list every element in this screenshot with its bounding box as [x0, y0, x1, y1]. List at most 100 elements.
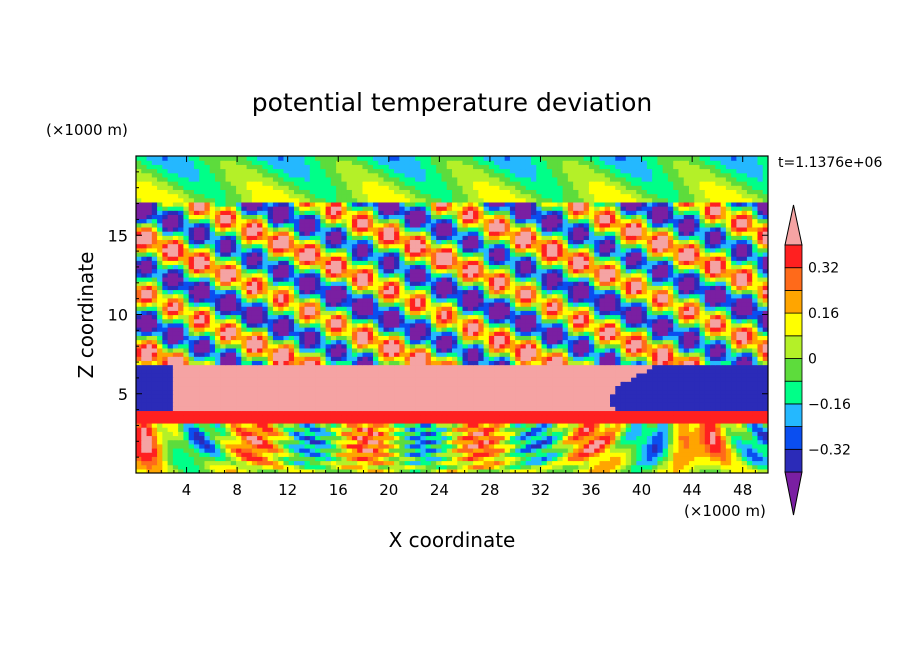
field-cell: [594, 427, 601, 432]
field-cell: [178, 343, 184, 349]
field-cell: [172, 431, 179, 437]
field-cell: [378, 352, 385, 357]
field-cell: [673, 406, 680, 412]
field-cell: [562, 343, 569, 349]
field-cell: [436, 301, 443, 307]
field-cell: [541, 360, 548, 366]
field-cell: [746, 427, 753, 432]
field-cell: [278, 389, 285, 395]
field-cell: [657, 310, 664, 316]
field-cell: [725, 310, 732, 316]
field-cell: [467, 372, 474, 378]
field-cell: [625, 335, 632, 341]
field-cell: [720, 352, 727, 357]
field-cell: [136, 335, 142, 341]
field-cell: [351, 343, 358, 349]
field-cell: [588, 397, 595, 403]
field-cell: [567, 418, 574, 424]
field-cell: [604, 406, 611, 412]
field-cell: [193, 343, 200, 349]
field-cell: [378, 372, 385, 378]
field-cell: [504, 343, 511, 349]
field-cell: [689, 402, 695, 407]
field-cell: [299, 464, 306, 470]
field-cell: [715, 397, 722, 403]
field-cell: [631, 364, 637, 370]
field-cell: [725, 339, 732, 345]
field-cell: [294, 372, 300, 378]
field-cell: [420, 418, 427, 424]
field-cell: [646, 356, 653, 361]
field-cell: [430, 297, 437, 303]
field-cell: [415, 439, 421, 445]
field-cell: [757, 372, 764, 378]
field-cell: [504, 372, 511, 378]
field-cell: [657, 356, 664, 361]
field-cell: [599, 339, 606, 345]
field-cell: [462, 406, 469, 412]
field-cell: [620, 310, 627, 316]
field-cell: [151, 301, 158, 307]
field-cell: [172, 443, 179, 449]
field-cell: [225, 310, 232, 316]
field-cell: [752, 443, 759, 449]
field-cell: [362, 422, 369, 428]
field-cell: [662, 356, 669, 361]
field-cell: [583, 422, 590, 428]
field-cell: [288, 452, 295, 457]
field-cell: [452, 431, 458, 437]
field-cell: [367, 431, 374, 437]
field-cell: [304, 389, 311, 395]
field-cell: [762, 314, 768, 320]
field-cell: [752, 356, 759, 361]
field-cell: [341, 464, 348, 470]
field-cell: [446, 352, 453, 357]
field-cell: [436, 368, 443, 374]
field-cell: [346, 447, 353, 453]
field-cell: [415, 360, 421, 366]
field-cell: [683, 431, 690, 437]
field-cell: [588, 406, 595, 412]
field-cell: [736, 339, 743, 345]
field-cell: [325, 318, 332, 324]
field-cell: [415, 414, 421, 420]
field-cell: [599, 372, 606, 378]
field-cell: [467, 447, 474, 453]
field-cell: [151, 377, 158, 382]
field-cell: [599, 402, 606, 407]
field-cell: [683, 389, 690, 395]
field-cell: [667, 301, 674, 307]
field-cell: [288, 364, 295, 370]
field-cell: [652, 410, 658, 416]
field-cell: [394, 431, 400, 437]
field-cell: [367, 310, 374, 316]
field-cell: [546, 414, 553, 420]
field-cell: [641, 431, 648, 437]
field-cell: [541, 389, 548, 395]
field-cell: [699, 339, 706, 345]
field-cell: [378, 439, 385, 445]
field-cell: [446, 322, 453, 328]
field-cell: [193, 318, 200, 324]
field-cell: [425, 327, 432, 332]
field-cell: [246, 343, 253, 349]
field-cell: [720, 452, 727, 457]
field-cell: [151, 389, 158, 395]
field-cell: [499, 360, 506, 366]
field-cell: [388, 297, 395, 303]
field-cell: [683, 306, 690, 311]
field-cell: [151, 410, 158, 416]
field-cell: [504, 427, 511, 432]
field-cell: [573, 339, 579, 345]
field-cell: [257, 318, 263, 324]
field-cell: [315, 456, 321, 462]
field-cell: [288, 418, 295, 424]
field-cell: [541, 393, 548, 399]
field-cell: [573, 435, 579, 441]
field-cell: [594, 364, 601, 370]
field-cell: [278, 468, 285, 473]
field-cell: [694, 468, 701, 473]
field-cell: [610, 452, 616, 457]
field-cell: [441, 356, 448, 361]
field-cell: [583, 435, 590, 441]
